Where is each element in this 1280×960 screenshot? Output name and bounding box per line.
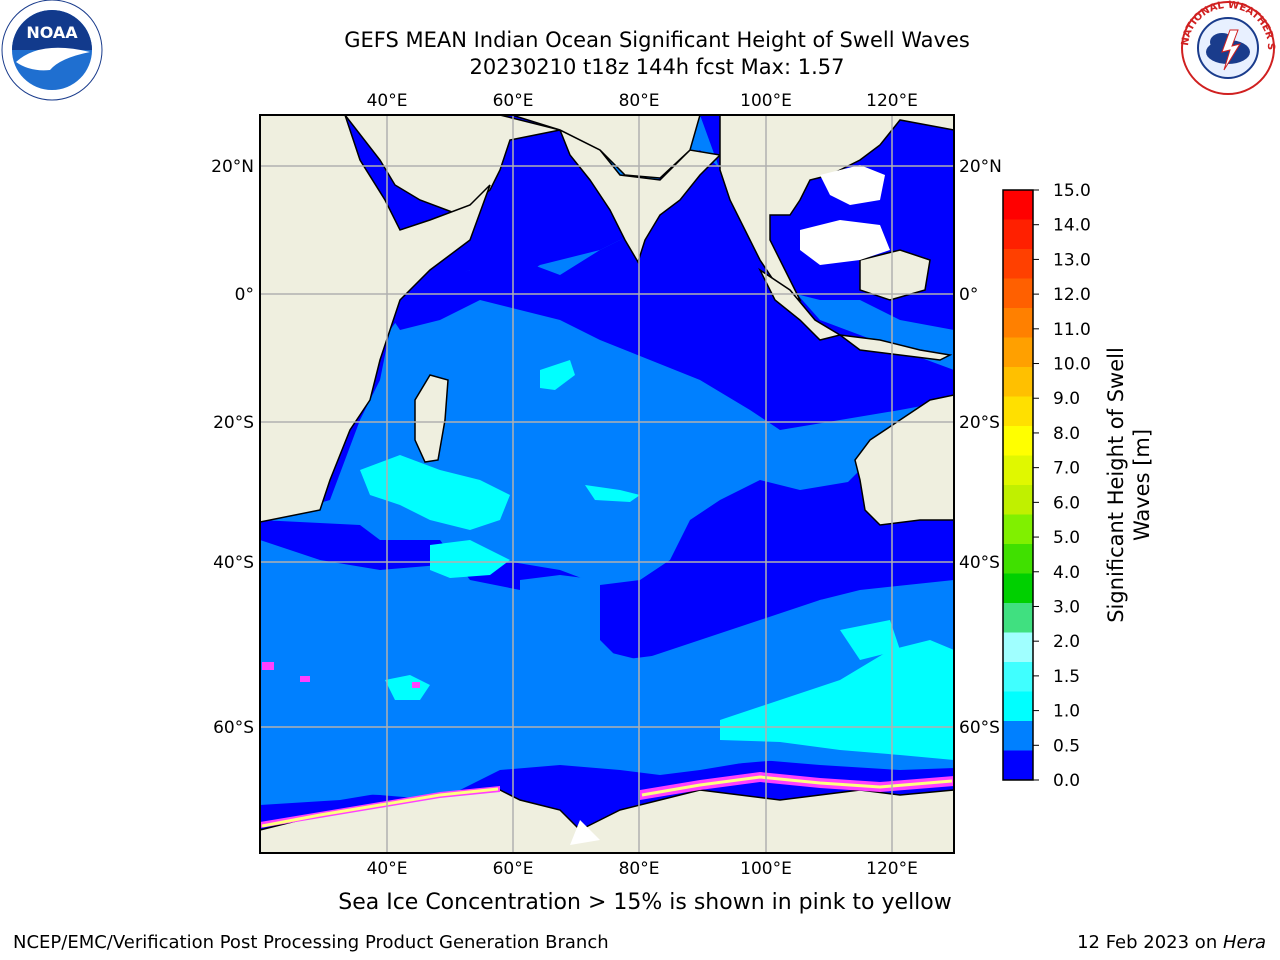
lon-label: 40°E xyxy=(367,859,408,879)
colorbar-segment xyxy=(1003,662,1033,692)
colorbar-tick-label: 1.0 xyxy=(1053,702,1080,722)
lon-labels-top: 40°E 60°E 80°E 100°E 120°E xyxy=(367,91,918,111)
colorbar-segment xyxy=(1003,249,1033,279)
colorbar-segment xyxy=(1003,632,1033,663)
lat-label: 40°S xyxy=(213,553,254,573)
map-frame xyxy=(259,114,955,854)
colorbar-title-line1: Significant Height of Swell xyxy=(1104,347,1128,623)
map-subtitle: 20230210 t18z 144h fcst Max: 1.57 xyxy=(469,55,845,79)
lon-label: 80°E xyxy=(619,859,660,879)
lat-label: 0° xyxy=(959,285,978,305)
graticule xyxy=(260,115,954,853)
colorbar-tick-label: 8.0 xyxy=(1053,424,1080,444)
colorbar xyxy=(1002,189,1034,781)
colorbar-segment xyxy=(1003,455,1033,486)
credit-date-text: 12 Feb 2023 on xyxy=(1077,932,1223,953)
lon-label: 60°E xyxy=(493,91,534,111)
colorbar-segment xyxy=(1003,308,1033,338)
colorbar-segment xyxy=(1003,219,1033,250)
colorbar-title-line2: Waves [m] xyxy=(1130,429,1154,541)
credit-host: Hera xyxy=(1222,932,1266,953)
lat-label: 60°S xyxy=(213,718,254,738)
nws-logo: NATIONAL WEATHER SERVICE xyxy=(1178,0,1276,95)
colorbar-tick-label: 13.0 xyxy=(1053,250,1091,270)
colorbar-ticks: 15.0 14.0 13.0 12.0 11.0 10.0 9.0 8.0 7.0 6.0 5.0 4… xyxy=(1033,181,1091,791)
lat-label: 40°S xyxy=(959,553,1000,573)
map-title: GEFS MEAN Indian Ocean Significant Heigh… xyxy=(344,28,970,52)
colorbar-tick-label: 1.5 xyxy=(1053,667,1080,687)
noaa-logo-text: NOAA xyxy=(26,23,78,42)
land-masses xyxy=(260,115,954,853)
lat-label: 20°S xyxy=(959,413,1000,433)
lat-label: 20°N xyxy=(959,157,1002,177)
colorbar-tick-label: 2.0 xyxy=(1053,632,1080,652)
colorbar-segment xyxy=(1003,278,1033,309)
colorbar-tick-label: 3.0 xyxy=(1053,597,1080,617)
colorbar-tick-label: 15.0 xyxy=(1053,181,1091,201)
colorbar-tick-label: 14.0 xyxy=(1053,216,1091,236)
colorbar-tick-label: 7.0 xyxy=(1053,459,1080,479)
colorbar-segment xyxy=(1003,367,1033,397)
colorbar-tick-label: 10.0 xyxy=(1053,355,1091,375)
lon-label: 120°E xyxy=(866,91,918,111)
lon-label: 120°E xyxy=(866,859,918,879)
colorbar-tick-label: 11.0 xyxy=(1053,320,1091,340)
map-area xyxy=(260,115,954,853)
colorbar-tick-label: 6.0 xyxy=(1053,493,1080,513)
colorbar-tick-label: 4.0 xyxy=(1053,563,1080,583)
swell-1.0-1.5-regions xyxy=(360,360,954,760)
colorbar-tick-label: 0.0 xyxy=(1053,771,1080,791)
lat-labels-right: 20°N 0° 20°S 40°S 60°S xyxy=(959,157,1002,738)
lat-label: 0° xyxy=(235,285,254,305)
sea-ice-note: Sea Ice Concentration > 15% is shown in … xyxy=(338,890,952,915)
credit-branch: NCEP/EMC/Verification Post Processing Pr… xyxy=(13,932,609,953)
credit-date: 12 Feb 2023 on Hera xyxy=(1077,932,1266,953)
colorbar-segment xyxy=(1003,573,1033,604)
colorbar-segment xyxy=(1003,721,1033,751)
lon-label: 40°E xyxy=(367,91,408,111)
colorbar-segment xyxy=(1003,190,1033,220)
no-data-regions xyxy=(570,165,890,845)
colorbar-segment xyxy=(1003,750,1033,781)
lon-label: 100°E xyxy=(740,91,792,111)
colorbar-segment xyxy=(1003,603,1033,633)
colorbar-segment xyxy=(1003,426,1033,456)
colorbar-tick-label: 12.0 xyxy=(1053,285,1091,305)
colorbar-segment xyxy=(1003,396,1033,427)
colorbar-title: Significant Height of Swell Waves [m] xyxy=(1104,347,1154,623)
colorbar-frame xyxy=(1002,189,1034,781)
colorbar-tick-label: 9.0 xyxy=(1053,389,1080,409)
colorbar-segment xyxy=(1003,485,1033,515)
colorbar-segment xyxy=(1003,514,1033,545)
colorbar-segment xyxy=(1003,337,1033,368)
noaa-logo: NOAA xyxy=(1,0,103,101)
lon-label: 100°E xyxy=(740,859,792,879)
colorbar-tick-label: 0.5 xyxy=(1053,736,1080,756)
lat-labels-left: 20°N 0° 20°S 40°S 60°S xyxy=(211,157,254,738)
colorbar-tick-label: 5.0 xyxy=(1053,528,1080,548)
lat-label: 60°S xyxy=(959,718,1000,738)
lat-label: 20°S xyxy=(213,413,254,433)
lon-label: 60°E xyxy=(493,859,534,879)
lon-labels-bottom: 40°E 60°E 80°E 100°E 120°E xyxy=(367,859,918,879)
colorbar-segment xyxy=(1003,691,1033,722)
colorbar-segment xyxy=(1003,544,1033,574)
lon-label: 80°E xyxy=(619,91,660,111)
lat-label: 20°N xyxy=(211,157,254,177)
